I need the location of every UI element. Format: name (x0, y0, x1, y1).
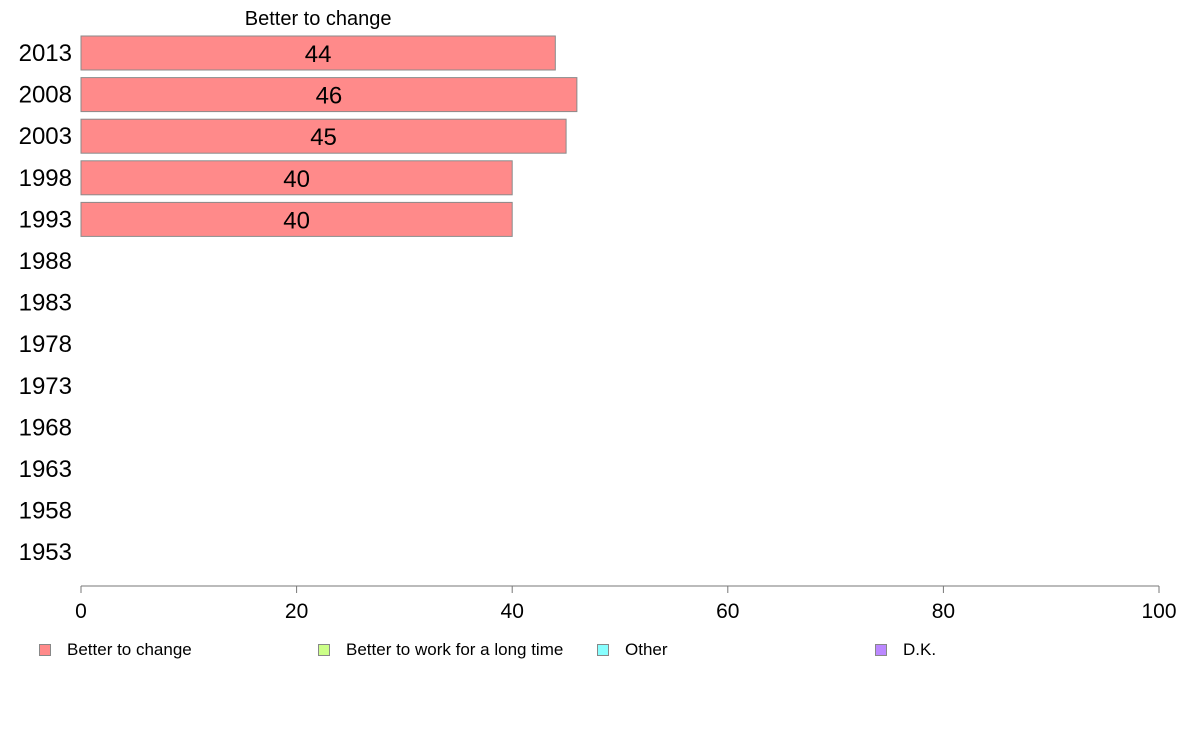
bar-1993 (80, 201, 513, 237)
bar-2008 (80, 77, 578, 113)
x-axis: 0 20 40 60 80 100 (75, 585, 1177, 623)
year-label: 1983 (19, 290, 72, 317)
year-label: 1998 (19, 165, 72, 192)
bar-1998 (80, 160, 513, 196)
year-label: 1988 (19, 248, 72, 275)
year-label: 1953 (19, 539, 72, 566)
x-tick-label: 80 (932, 600, 955, 623)
year-label: 1958 (19, 498, 72, 525)
year-label: 1978 (19, 331, 72, 358)
bar-2013 (80, 35, 556, 71)
year-label: 1968 (19, 414, 72, 441)
x-tick-label: 60 (716, 600, 739, 623)
legend-label: Other (625, 640, 668, 659)
legend: Better to change Better to work for a lo… (0, 638, 1188, 662)
legend-item-other: Other (597, 638, 668, 662)
bar-value-label: 44 (305, 41, 332, 68)
bar-value-label: 46 (316, 83, 343, 110)
year-label: 1973 (19, 373, 72, 400)
year-label: 1963 (19, 456, 72, 483)
year-labels-group: 2013 2008 2003 1998 1993 1988 1983 1978 1973 1968… (19, 40, 72, 566)
bar-value-label: 45 (310, 124, 337, 151)
legend-item-better-to-work: Better to work for a long time (318, 638, 563, 662)
legend-swatch-dk (875, 644, 887, 656)
x-tick-label: 100 (1141, 600, 1176, 623)
legend-item-dk: D.K. (875, 638, 936, 662)
legend-item-better-to-change: Better to change (39, 638, 192, 662)
legend-label: Better to work for a long time (346, 640, 564, 659)
legend-swatch-other (597, 644, 609, 656)
bar-2003 (80, 118, 567, 154)
bar-value-label: 40 (283, 207, 310, 234)
year-label: 2008 (19, 82, 72, 109)
legend-label: D.K. (903, 640, 937, 659)
bar-value-label: 40 (283, 166, 310, 193)
year-label: 1993 (19, 206, 72, 233)
year-label: 2013 (19, 40, 72, 67)
legend-label: Better to change (67, 640, 192, 659)
x-tick-label: 40 (501, 600, 524, 623)
legend-swatch-better-to-work (318, 644, 330, 656)
year-label: 2003 (19, 123, 72, 150)
chart-title: Better to change (245, 8, 392, 30)
legend-swatch-better-to-change (39, 644, 51, 656)
x-tick-label: 20 (285, 600, 308, 623)
x-tick-label: 0 (75, 600, 87, 623)
